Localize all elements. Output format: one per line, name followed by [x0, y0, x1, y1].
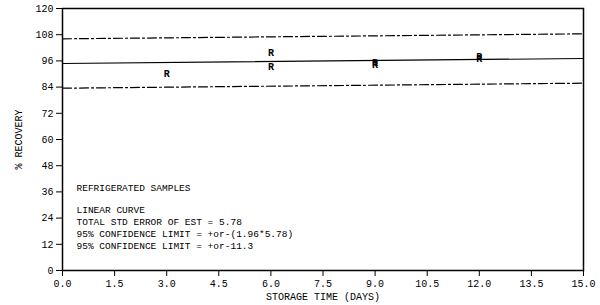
svg-text:0: 0 — [47, 266, 53, 277]
svg-text:4.5: 4.5 — [210, 279, 228, 290]
svg-text:R: R — [164, 69, 170, 80]
svg-text:R: R — [268, 62, 274, 73]
svg-text:7.5: 7.5 — [314, 279, 332, 290]
svg-text:24: 24 — [41, 213, 53, 224]
svg-text:TOTAL STD ERROR OF EST = 5.78: TOTAL STD ERROR OF EST = 5.78 — [77, 217, 243, 228]
svg-text:84: 84 — [41, 82, 53, 93]
svg-text:1.5: 1.5 — [106, 279, 124, 290]
svg-text:15.0: 15.0 — [571, 279, 595, 290]
svg-text:9.0: 9.0 — [366, 279, 384, 290]
svg-text:72: 72 — [41, 109, 53, 120]
svg-text:R: R — [372, 60, 378, 71]
svg-text:10.5: 10.5 — [415, 279, 439, 290]
svg-text:108: 108 — [35, 30, 53, 41]
svg-text:95% CONFIDENCE LIMIT = +or-(1.: 95% CONFIDENCE LIMIT = +or-(1.96*5.78) — [77, 229, 294, 240]
svg-text:96: 96 — [41, 56, 53, 67]
svg-text:36: 36 — [41, 187, 53, 198]
svg-text:3.0: 3.0 — [158, 279, 176, 290]
svg-text:12: 12 — [41, 240, 53, 251]
svg-text:% RECOVERY: % RECOVERY — [14, 109, 25, 169]
svg-text:STORAGE TIME (DAYS): STORAGE TIME (DAYS) — [266, 292, 380, 303]
svg-text:120: 120 — [35, 4, 53, 15]
svg-text:0.0: 0.0 — [53, 279, 71, 290]
svg-text:48: 48 — [41, 161, 53, 172]
svg-text:12.0: 12.0 — [467, 279, 491, 290]
svg-text:13.5: 13.5 — [519, 279, 543, 290]
svg-text:REFRIGERATED SAMPLES: REFRIGERATED SAMPLES — [77, 183, 191, 194]
svg-text:95% CONFIDENCE LIMIT = +or-11.: 95% CONFIDENCE LIMIT = +or-11.3 — [77, 241, 254, 252]
svg-text:LINEAR CURVE: LINEAR CURVE — [77, 205, 146, 216]
svg-text:R: R — [268, 48, 274, 59]
svg-text:6.0: 6.0 — [262, 279, 280, 290]
svg-text:60: 60 — [41, 135, 53, 146]
